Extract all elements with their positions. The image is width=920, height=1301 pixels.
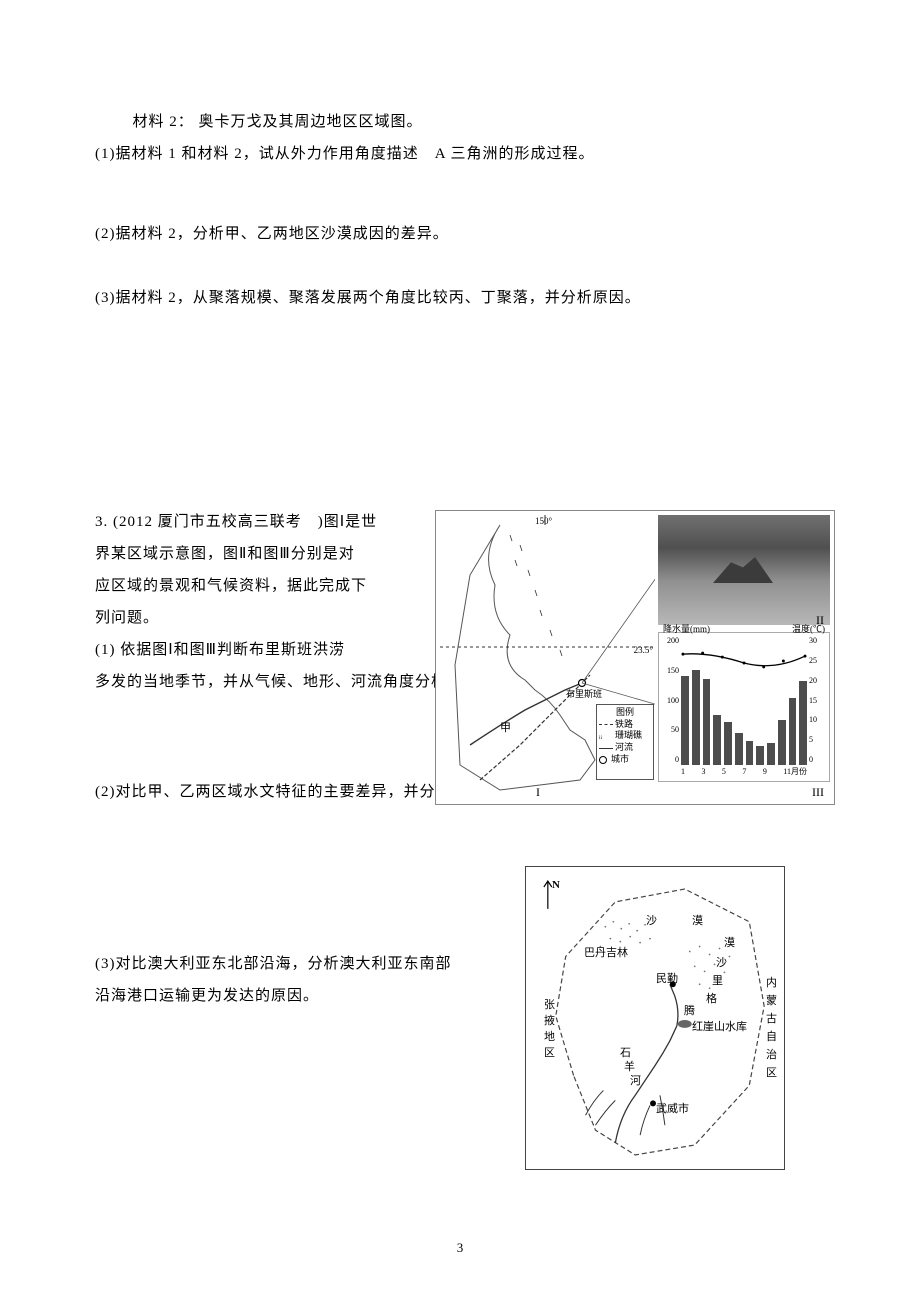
lbl-sha: 沙 漠 — [646, 913, 715, 931]
legend-title: 图例 — [599, 707, 651, 719]
x-axis-months: 1 3 5 7 9 11月份 — [681, 766, 807, 779]
legend-item-1: 铁路 — [599, 719, 651, 731]
question-3-stem: 3. (2012 厦门市五校高三联考 )图Ⅰ是世 界某区域示意图，图Ⅱ和图Ⅲ分别… — [95, 510, 420, 662]
figure-1-photo — [658, 515, 830, 625]
q33-line-1: (3)对比澳大利亚东北部沿海，分析澳大利亚东南部 — [95, 952, 465, 976]
question-3-compare: (3)据材料 2，从聚落规模、聚落发展两个角度比较丙、丁聚落，并分析原因。 — [95, 286, 825, 310]
lon-label: 150° — [535, 514, 552, 528]
lbl-tgl-li: 里 — [712, 973, 723, 991]
figure-1-legend: 图例 铁路 ᵢᵢ珊瑚礁 河流 城市 — [596, 704, 654, 780]
label-jia: 甲 — [500, 720, 511, 738]
lbl-tgl-sha: 沙 — [716, 955, 727, 973]
lbl-badan: 巴丹吉林 — [584, 945, 628, 963]
lbl-nm4: 自 — [766, 1029, 777, 1047]
lat-label: 23.5° — [634, 643, 653, 657]
panel-label-2: II — [816, 611, 824, 630]
page-number: 3 — [0, 1238, 920, 1259]
lbl-nm2: 蒙 — [766, 993, 777, 1011]
lbl-zy4: 区 — [544, 1045, 555, 1063]
lbl-zy1: 张 — [544, 997, 555, 1015]
stem-line-1: 3. (2012 厦门市五校高三联考 )图Ⅰ是世 — [95, 510, 420, 534]
figure-1-block: 150° 23.5° — [95, 510, 825, 662]
panel-label-1: I — [536, 783, 540, 802]
temp-line — [681, 651, 807, 671]
question-1: (1)据材料 1 和材料 2，试从外力作用角度描述 A 三角洲的形成过程。 — [95, 142, 825, 166]
y-axis-left: 200 150 100 50 0 — [661, 635, 679, 767]
lbl-minqin: 民勤 — [656, 971, 678, 989]
material-2: 材料 2： 奥卡万戈及其周边地区区域图。 — [95, 110, 825, 134]
north-label: N — [552, 877, 560, 895]
lbl-nm1: 内 — [766, 975, 777, 993]
figure-2: N 巴丹吉林 沙 漠 漠 沙 里 格 腾 民勤 红崖山水库 张 掖 地 区 内 … — [525, 866, 785, 1170]
city-label: 布里斯班 — [566, 687, 602, 701]
panel-label-3: III — [812, 783, 824, 802]
precip-bars — [681, 657, 807, 765]
stem-line-2: 界某区域示意图，图Ⅱ和图Ⅲ分别是对 — [95, 542, 420, 566]
sub1-line-1: (1) 依据图Ⅰ和图Ⅲ判断布里斯班洪涝 — [95, 638, 420, 662]
lbl-tgl-teng: 腾 — [684, 1003, 695, 1021]
legend-item-2: ᵢᵢ珊瑚礁 — [599, 730, 651, 742]
question-2: (2)据材料 2，分析甲、乙两地区沙漠成因的差异。 — [95, 222, 825, 246]
lbl-hongya: 红崖山水库 — [692, 1019, 747, 1037]
lbl-sy3: 河 — [630, 1073, 641, 1091]
y-axis-right: 30 25 20 15 10 5 0 — [809, 635, 827, 767]
lbl-mo: 漠 — [724, 935, 735, 953]
lbl-nm3: 古 — [766, 1011, 777, 1029]
question-3-3-block: (3)对比澳大利亚东北部沿海，分析澳大利亚东南部 沿海港口运输更为发达的原因。 — [95, 866, 825, 1176]
lbl-nm6: 区 — [766, 1065, 777, 1083]
figure-1: 150° 23.5° — [435, 510, 835, 805]
legend-item-3: 河流 — [599, 742, 651, 754]
lbl-nm5: 治 — [766, 1047, 777, 1065]
lbl-zy2: 掖 — [544, 1013, 555, 1031]
lbl-zy3: 地 — [544, 1029, 555, 1047]
lbl-wuwei: 武威市 — [656, 1101, 689, 1119]
stem-line-4: 列问题。 — [95, 606, 420, 630]
figure-1-chart: 降水量(mm) 温度(℃) 200 150 100 50 0 30 25 20 … — [658, 632, 830, 782]
lbl-tgl-ge: 格 — [706, 991, 717, 1009]
legend-item-4: 城市 — [599, 754, 651, 766]
stem-line-3: 应区域的景观和气候资料，据此完成下 — [95, 574, 420, 598]
q33-line-2: 沿海港口运输更为发达的原因。 — [95, 984, 465, 1008]
